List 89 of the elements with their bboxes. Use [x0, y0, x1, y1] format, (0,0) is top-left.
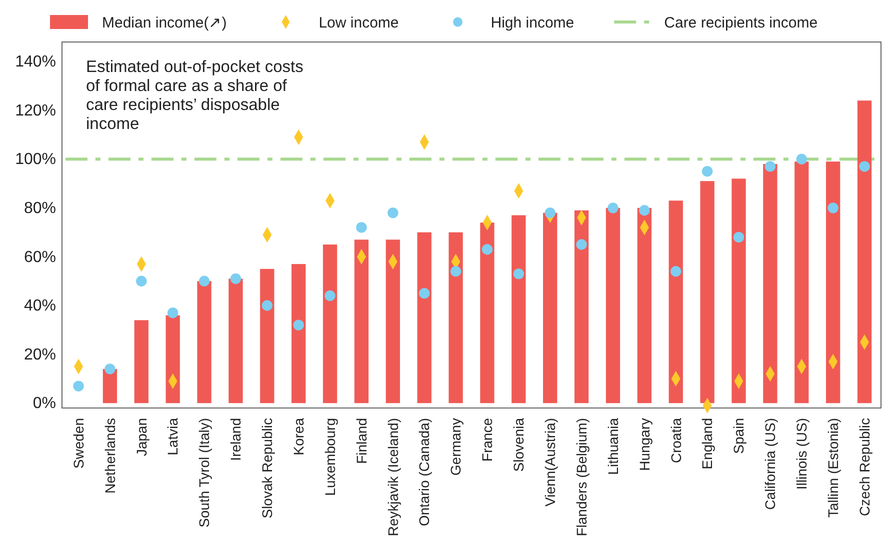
bar [260, 268, 274, 404]
y-tick-label: 80% [24, 200, 56, 218]
y-tick-label: 100% [15, 151, 56, 168]
x-tick-label: Germany [448, 418, 464, 476]
point [388, 207, 398, 218]
x-tick-label: Slovak Republic [259, 418, 276, 518]
x-tick-label: Illinois (US) [794, 418, 810, 490]
x-tick-label: Flanders (Belgium) [573, 418, 590, 536]
x-tick-label: Croatia [668, 418, 684, 464]
bar [228, 278, 243, 404]
x-tick-label: Finland [353, 418, 370, 464]
y-tick-label: 120% [15, 102, 56, 120]
point [702, 166, 713, 177]
point [418, 288, 430, 299]
legend-label: Low income [318, 14, 399, 32]
point [262, 300, 272, 311]
y-tick-label: 40% [24, 298, 56, 315]
bar [543, 212, 558, 404]
x-tick-label: Netherlands [102, 418, 118, 494]
point [198, 276, 210, 286]
bar [826, 162, 840, 404]
point [513, 268, 524, 280]
y-tick-label: 60% [24, 248, 56, 266]
x-tick-label: Czech Republic [856, 418, 872, 516]
x-tick-label: Sweden [70, 418, 86, 469]
point [104, 364, 116, 374]
x-tick-label: Japan [133, 418, 150, 456]
x-tick-label: Reykjavik (Iceland) [384, 418, 401, 536]
x-tick-label: South Tyrol (Italy) [196, 418, 212, 528]
y-tick-label: 0% [32, 395, 56, 412]
bar [668, 200, 683, 404]
point [576, 239, 587, 250]
point [544, 207, 556, 218]
bar [794, 162, 809, 404]
point [608, 202, 618, 214]
bar [134, 320, 148, 404]
legend-label: Median income(↗) [102, 14, 227, 32]
x-tick-label: Tallinn (Estonia) [824, 418, 841, 518]
y-tick-label: 140% [15, 54, 56, 71]
x-tick-label: Vienn(Austria) [542, 418, 558, 506]
x-tick-label: California (US) [762, 418, 778, 510]
point [639, 205, 650, 216]
x-tick-label: Ireland [228, 418, 244, 461]
bar [480, 222, 494, 404]
bar [637, 208, 652, 404]
legend-label: Care recipients income [664, 14, 818, 32]
bar [166, 315, 180, 404]
x-tick-label: Ontario (Canada) [416, 418, 432, 526]
point [670, 266, 682, 277]
point [167, 308, 178, 318]
point [136, 276, 147, 286]
legend-label: High income [490, 14, 574, 32]
x-tick-label: Luxembourg [322, 418, 338, 496]
x-tick-label: Korea [290, 418, 306, 456]
point [450, 266, 462, 277]
x-tick-label: Hungary [636, 418, 652, 471]
point [356, 222, 367, 233]
bar [574, 210, 589, 404]
point [796, 154, 807, 164]
x-tick-label: Latvia [164, 418, 181, 456]
bar [386, 240, 400, 404]
y-tick-label: 20% [24, 346, 56, 364]
point [73, 380, 84, 392]
point [230, 273, 242, 284]
annotation: Estimated out-of-pocket costs of formal care as a share of care recipients’ disposable income [86, 58, 304, 133]
x-tick-label: France [479, 418, 496, 462]
bar [354, 240, 369, 404]
point [733, 232, 744, 243]
point [859, 161, 870, 172]
point [764, 161, 776, 172]
point [482, 244, 493, 255]
bar [448, 232, 463, 404]
x-tick-label: England [699, 418, 716, 470]
x-tick-label: Spain [730, 418, 747, 454]
point [293, 320, 304, 330]
bar [322, 244, 338, 404]
bar [763, 164, 778, 404]
x-tick-label: Slovenia [510, 418, 527, 472]
bar [292, 264, 306, 404]
point [828, 202, 838, 214]
x-tick-label: Lithuania [604, 418, 621, 475]
bar [512, 215, 526, 404]
bar [700, 181, 714, 404]
bar [857, 100, 872, 404]
bar [197, 281, 212, 404]
bar [732, 178, 746, 404]
bar [606, 208, 620, 404]
point [324, 290, 336, 302]
bar [417, 232, 432, 404]
